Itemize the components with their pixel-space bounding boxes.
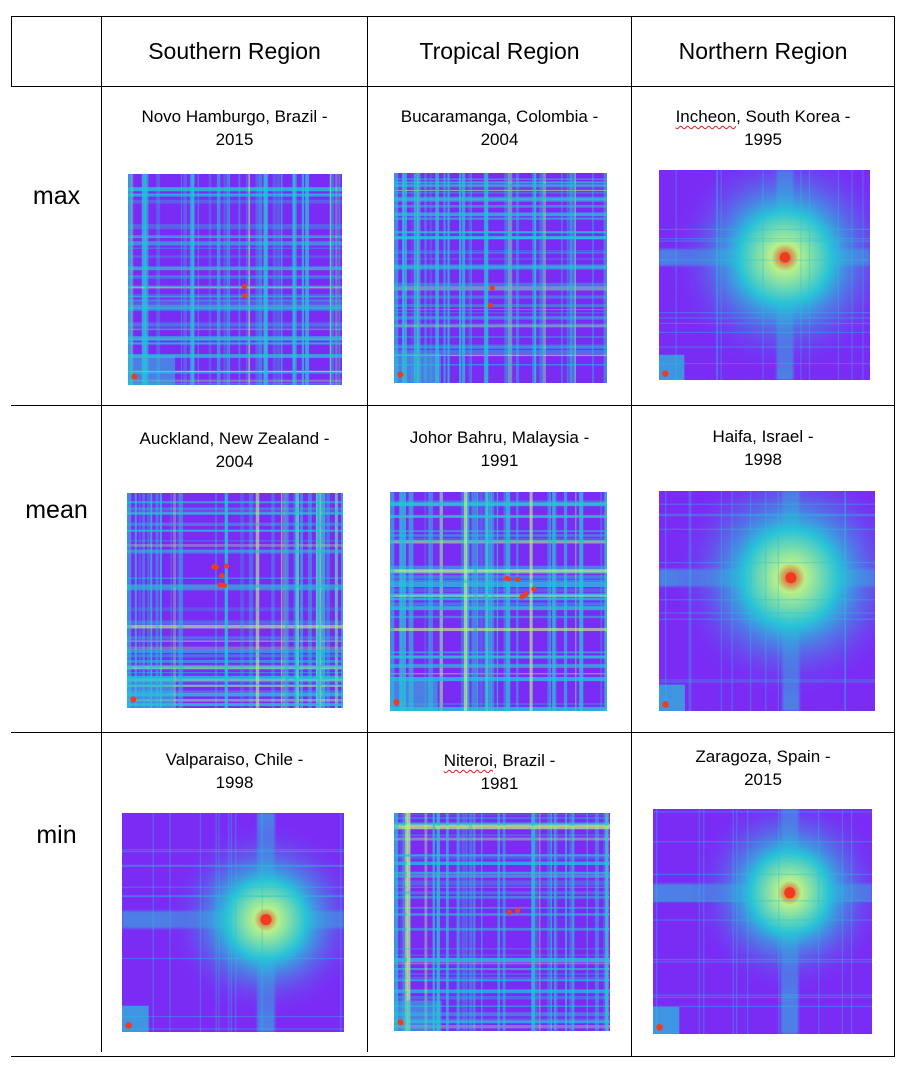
table-column-divider <box>631 16 632 1057</box>
table-row-divider <box>11 732 895 733</box>
cell-caption: Incheon, South Korea -1995 <box>675 107 851 149</box>
column-header-tropical: Tropical Region <box>419 38 580 64</box>
table-column-divider <box>367 16 368 1052</box>
table-border-bottom <box>11 1056 895 1057</box>
recurrence-plot <box>390 492 607 711</box>
cell-caption: Zaragoza, Spain -2015 <box>695 747 831 789</box>
recurrence-plot <box>394 173 607 383</box>
row-label-min: min <box>36 821 77 849</box>
cell-caption: Niteroi, Brazil -1981 <box>443 751 556 793</box>
cell-caption: Haifa, Israel -1998 <box>712 427 814 469</box>
table-border-top <box>11 16 895 17</box>
recurrence-plot <box>127 493 343 708</box>
cell-caption: Johor Bahru, Malaysia -1991 <box>409 428 590 470</box>
table-border-right <box>894 16 895 1057</box>
column-header-southern: Southern Region <box>148 38 321 64</box>
row-label-max: max <box>32 182 81 210</box>
cell-caption: Bucaramanga, Colombia -2004 <box>400 107 599 149</box>
cell-caption: Novo Hamburgo, Brazil -2015 <box>141 107 328 149</box>
table-header-divider <box>11 86 895 87</box>
recurrence-plot <box>394 813 610 1031</box>
cell-caption: Auckland, New Zealand -2004 <box>139 429 330 471</box>
row-label-mean: mean <box>25 496 88 524</box>
table-column-divider <box>101 16 102 1052</box>
cell-caption: Valparaiso, Chile -1998 <box>165 750 304 792</box>
table-border-left <box>11 16 12 87</box>
table-row-divider <box>11 405 895 406</box>
recurrence-plot <box>128 174 342 385</box>
column-header-northern: Northern Region <box>678 38 848 64</box>
recurrence-plot <box>659 491 875 711</box>
recurrence-plot <box>122 813 344 1032</box>
recurrence-plot <box>659 170 870 380</box>
recurrence-plot <box>653 809 872 1034</box>
